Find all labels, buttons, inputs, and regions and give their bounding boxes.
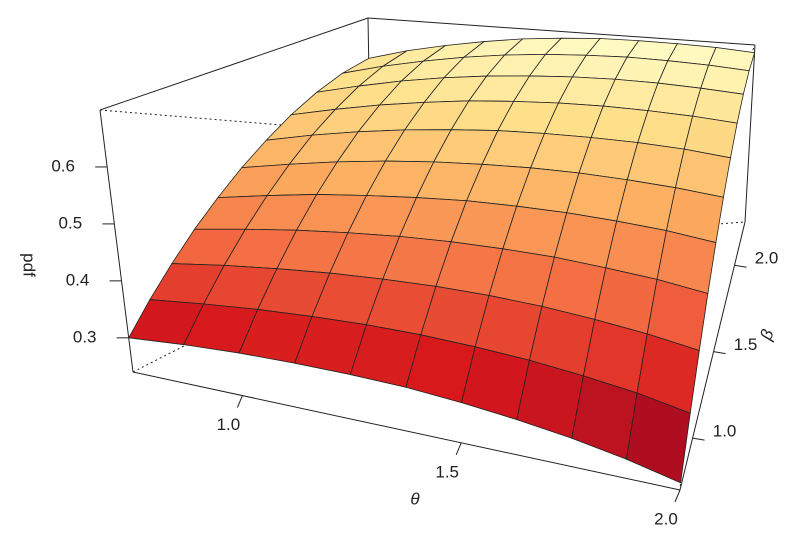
surface-facet <box>625 392 691 484</box>
box-edge <box>99 17 369 111</box>
y-tick-label: 2.0 <box>755 249 779 268</box>
y-axis-label: β <box>756 327 778 344</box>
box-edge <box>367 17 756 46</box>
y-tick <box>734 264 747 268</box>
z-tick-label: 0.4 <box>66 270 90 289</box>
z-tick-label: 0.5 <box>59 213 83 232</box>
z-axis-label: pdf <box>20 253 39 277</box>
box-edge <box>99 109 134 373</box>
x-tick-label: 1.0 <box>217 415 241 434</box>
box-edge <box>679 221 746 491</box>
z-tick-label: 0.6 <box>51 156 75 175</box>
x-tick-label: 2.0 <box>654 509 678 528</box>
x-tick <box>455 442 462 455</box>
x-tick <box>236 395 243 408</box>
y-tick <box>692 437 705 441</box>
x-tick-label: 1.5 <box>435 462 459 481</box>
x-tick <box>674 489 681 503</box>
z-tick-label: 0.3 <box>73 327 97 346</box>
box-edge <box>744 44 756 223</box>
y-tick-label: 1.0 <box>713 422 737 441</box>
y-tick <box>713 351 726 355</box>
x-axis-label: θ <box>410 489 420 508</box>
surface-facet <box>647 82 702 117</box>
y-tick-label: 1.5 <box>734 335 758 354</box>
box-edge <box>132 371 681 491</box>
